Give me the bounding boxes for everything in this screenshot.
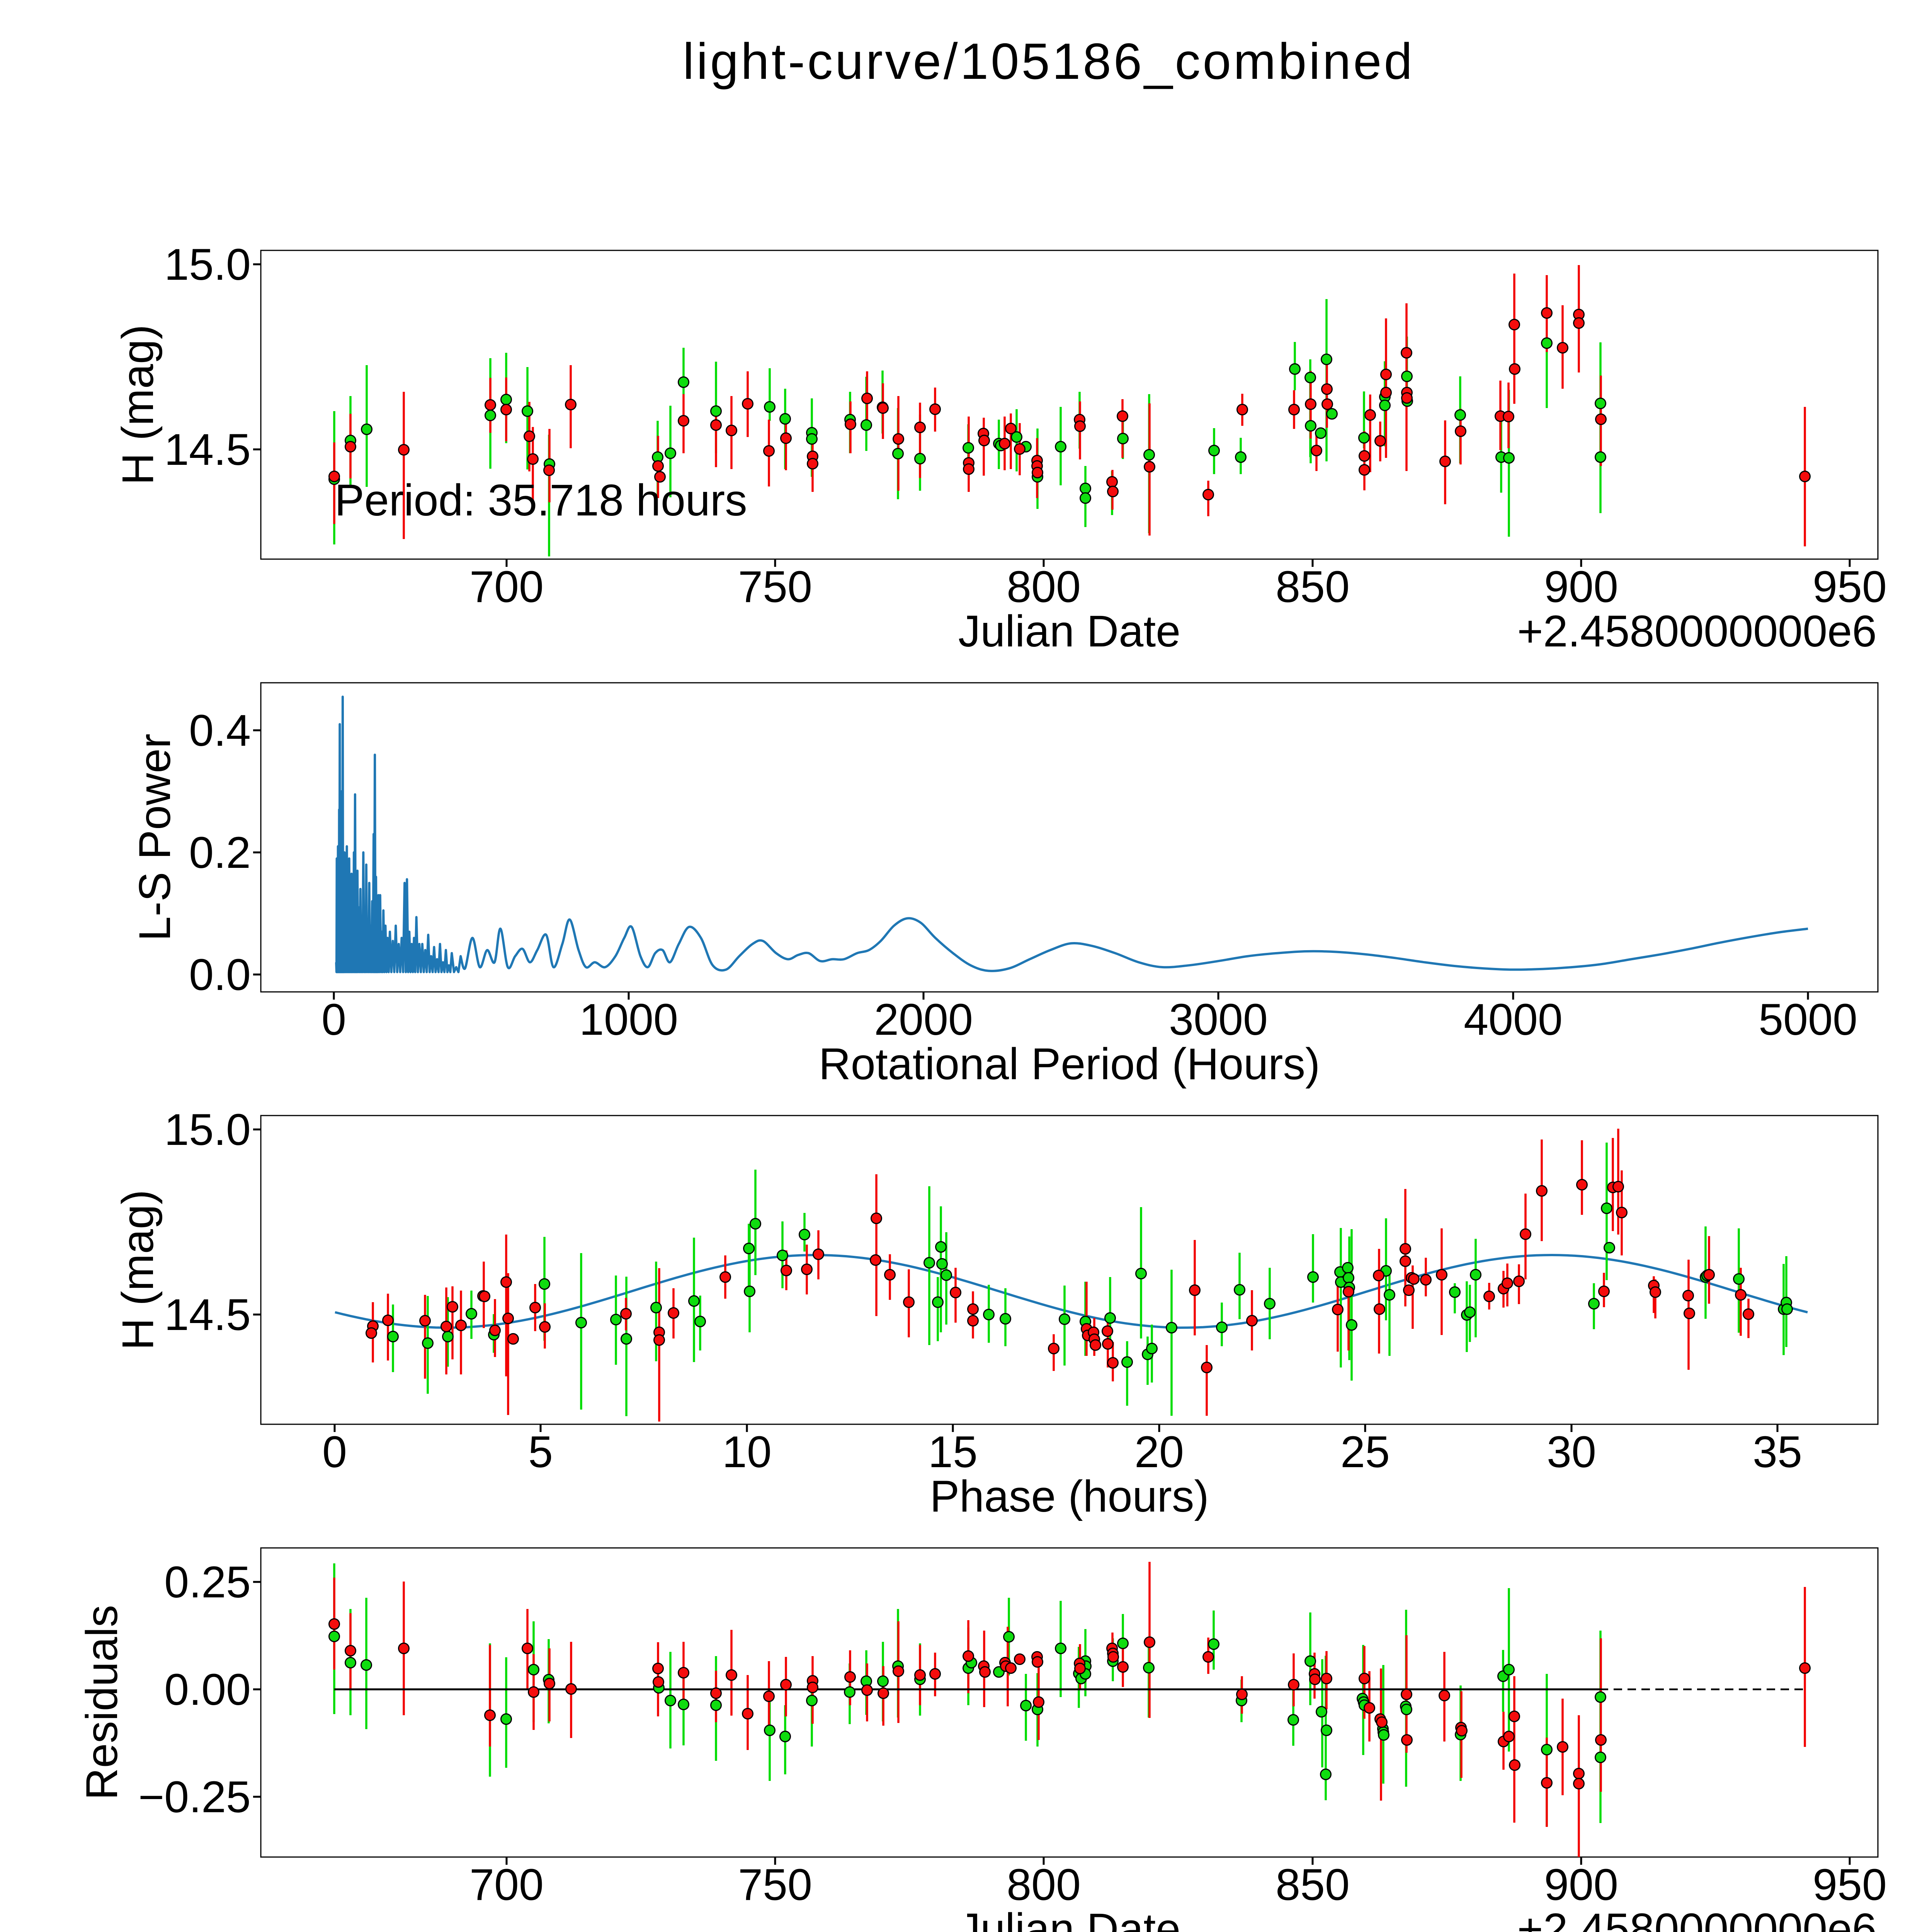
svg-text:0.2: 0.2 — [189, 828, 251, 878]
svg-text:750: 750 — [738, 562, 812, 612]
svg-text:850: 850 — [1276, 1860, 1350, 1910]
svg-text:900: 900 — [1544, 1860, 1618, 1910]
svg-text:−0.25: −0.25 — [138, 1772, 251, 1822]
svg-text:900: 900 — [1544, 562, 1618, 612]
svg-text:Period: 35.718 hours: Period: 35.718 hours — [335, 476, 747, 525]
svg-text:0: 0 — [321, 995, 346, 1044]
svg-text:10: 10 — [722, 1427, 772, 1477]
svg-text:2000: 2000 — [874, 995, 973, 1044]
svg-text:light-curve/105186_combined: light-curve/105186_combined — [683, 33, 1415, 90]
svg-text:Phase (hours): Phase (hours) — [930, 1472, 1209, 1521]
svg-text:700: 700 — [469, 1860, 544, 1910]
svg-text:800: 800 — [1007, 562, 1081, 612]
svg-text:14.5: 14.5 — [164, 425, 251, 474]
svg-text:Julian Date: Julian Date — [958, 1905, 1180, 1932]
svg-text:Residuals: Residuals — [77, 1605, 127, 1800]
svg-text:H (mag): H (mag) — [113, 1190, 163, 1350]
svg-text:950: 950 — [1813, 1860, 1887, 1910]
svg-text:+2.4580000000e6: +2.4580000000e6 — [1517, 1905, 1877, 1932]
svg-text:15: 15 — [928, 1427, 978, 1477]
svg-text:+2.4580000000e6: +2.4580000000e6 — [1517, 607, 1877, 656]
svg-text:Julian Date: Julian Date — [958, 607, 1180, 656]
svg-text:850: 850 — [1276, 562, 1350, 612]
svg-text:0: 0 — [322, 1427, 347, 1477]
svg-text:950: 950 — [1813, 562, 1887, 612]
svg-text:15.0: 15.0 — [164, 240, 251, 289]
svg-text:14.5: 14.5 — [164, 1290, 251, 1340]
svg-text:30: 30 — [1547, 1427, 1596, 1477]
svg-text:800: 800 — [1007, 1860, 1081, 1910]
svg-text:0.0: 0.0 — [189, 950, 251, 1000]
svg-text:0.4: 0.4 — [189, 706, 251, 755]
svg-text:Rotational Period (Hours): Rotational Period (Hours) — [819, 1039, 1320, 1089]
svg-text:750: 750 — [738, 1860, 812, 1910]
svg-text:1000: 1000 — [579, 995, 678, 1044]
svg-text:5000: 5000 — [1759, 995, 1857, 1044]
svg-text:15.0: 15.0 — [164, 1105, 251, 1155]
svg-text:3000: 3000 — [1169, 995, 1268, 1044]
svg-text:H (mag): H (mag) — [113, 325, 163, 485]
svg-text:5: 5 — [528, 1427, 553, 1477]
svg-text:20: 20 — [1134, 1427, 1184, 1477]
svg-text:700: 700 — [469, 562, 544, 612]
svg-text:25: 25 — [1340, 1427, 1390, 1477]
svg-text:0.00: 0.00 — [164, 1665, 251, 1714]
svg-text:0.25: 0.25 — [164, 1558, 251, 1607]
svg-text:L-S Power: L-S Power — [130, 734, 180, 941]
svg-text:4000: 4000 — [1464, 995, 1563, 1044]
svg-text:35: 35 — [1753, 1427, 1802, 1477]
